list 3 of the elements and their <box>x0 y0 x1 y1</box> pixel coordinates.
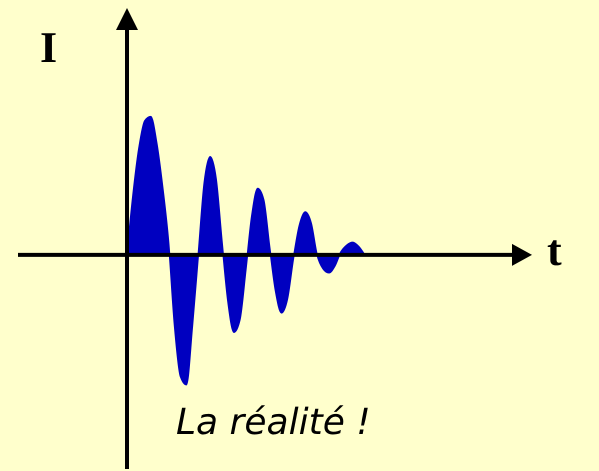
text: La réalité ! <box>176 402 371 443</box>
x-axis-title: t <box>547 224 562 276</box>
y-axis-title: I <box>40 22 58 73</box>
